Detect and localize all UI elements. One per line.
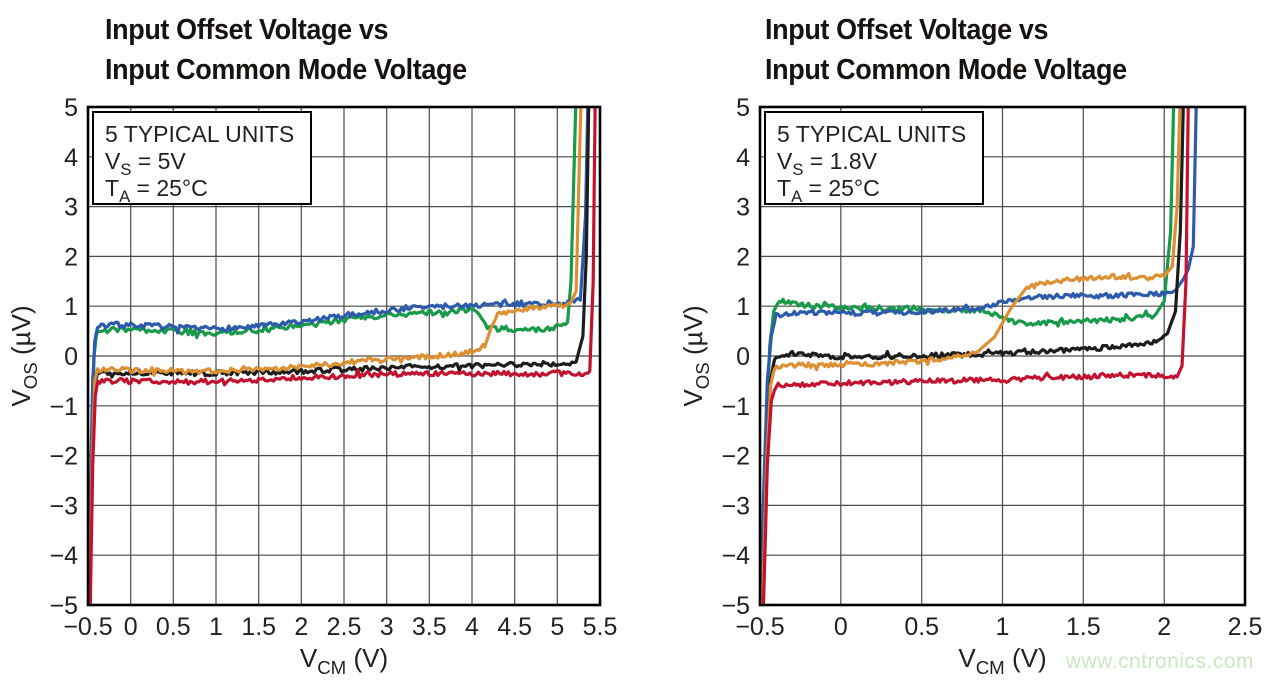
y-tick-label: −5 — [721, 592, 750, 620]
annotation-line: TA = 25°C — [777, 175, 880, 206]
x-tick-label: 5.5 — [583, 613, 618, 641]
x-tick-label: 0.5 — [904, 613, 939, 641]
x-tick-label: 0 — [124, 613, 138, 641]
x-tick-label: 4.5 — [497, 613, 532, 641]
series-green-line — [88, 107, 578, 605]
x-tick-label: 2.5 — [327, 613, 362, 641]
annotation-line: VS = 5V — [105, 148, 186, 179]
x-tick-label: 3.5 — [412, 613, 447, 641]
y-tick-label: 2 — [736, 243, 750, 271]
y-tick-label: −4 — [721, 542, 750, 570]
grid-lines — [88, 107, 600, 605]
annotation-line: TA = 25°C — [105, 175, 208, 206]
title-line-1: Input Offset Voltage vs — [765, 14, 1049, 46]
x-tick-label: 2 — [294, 613, 308, 641]
annotation-line: 5 TYPICAL UNITS — [105, 121, 294, 147]
annotation-line: 5 TYPICAL UNITS — [777, 121, 966, 147]
x-tick-label: 1.5 — [241, 613, 276, 641]
plot-frame — [758, 105, 1247, 607]
y-tick-label: 0 — [64, 343, 78, 371]
plot-frame — [86, 105, 602, 607]
series-black-line — [761, 107, 1185, 605]
x-tick-label: 1 — [996, 613, 1010, 641]
y-tick-label: −2 — [721, 443, 750, 471]
x-tick-label: 5 — [550, 613, 564, 641]
annotation-line: VS = 1.8V — [777, 148, 878, 179]
y-tick-label: 4 — [736, 144, 750, 172]
title-line-1: Input Offset Voltage vs — [105, 14, 389, 46]
x-tick-label: 0.5 — [156, 613, 191, 641]
x-tick-label: 1 — [209, 613, 223, 641]
x-tick-label: 3 — [380, 613, 394, 641]
y-tick-label: 3 — [64, 194, 78, 222]
y-tick-label: −1 — [721, 393, 750, 421]
y-tick-label: −3 — [49, 492, 78, 520]
x-tick-label: 1.5 — [1066, 613, 1101, 641]
series-red-line — [88, 107, 597, 605]
y-tick-label: −4 — [49, 542, 78, 570]
y-tick-label: 1 — [64, 293, 78, 321]
x-tick-label: −0.5 — [63, 613, 112, 641]
annotation-box — [764, 111, 984, 205]
series-blue-line — [88, 107, 590, 605]
y-tick-label: 5 — [64, 94, 78, 122]
series-blue-line — [760, 107, 1198, 605]
y-tick-label: 4 — [64, 144, 78, 172]
x-tick-label: 2.5 — [1228, 613, 1263, 641]
annotation-box — [92, 111, 312, 205]
x-tick-label: 0 — [834, 613, 848, 641]
y-tick-label: 0 — [736, 343, 750, 371]
series-red-line — [761, 107, 1190, 605]
x-tick-label: 4 — [465, 613, 479, 641]
title-line-2: Input Common Mode Voltage — [105, 54, 467, 86]
x-tick-label: −0.5 — [735, 613, 784, 641]
title-line-2: Input Common Mode Voltage — [765, 54, 1127, 86]
series-black-line — [88, 107, 591, 605]
y-tick-label: −1 — [49, 393, 78, 421]
watermark: www.cntronics.com — [1065, 650, 1254, 673]
y-tick-label: 5 — [736, 94, 750, 122]
chart-title-left: Input Offset Voltage vs Input Common Mod… — [105, 10, 467, 90]
x-tick-label: 2 — [1157, 613, 1171, 641]
series-orange-line — [88, 107, 583, 605]
x-axis-label: VCM (V) — [958, 643, 1046, 678]
x-axis-label: VCM (V) — [300, 643, 388, 678]
series-group — [760, 107, 1198, 605]
series-group — [88, 107, 597, 605]
y-axis-label: VOS (µV) — [6, 305, 41, 406]
y-tick-label: −5 — [49, 592, 78, 620]
y-tick-label: 3 — [736, 194, 750, 222]
y-tick-label: 2 — [64, 243, 78, 271]
y-tick-label: −3 — [721, 492, 750, 520]
chart-title-right: Input Offset Voltage vs Input Common Mod… — [765, 10, 1127, 90]
y-axis-label: VOS (µV) — [678, 305, 713, 406]
series-orange-line — [761, 107, 1182, 605]
y-tick-label: −2 — [49, 443, 78, 471]
y-tick-label: 1 — [736, 293, 750, 321]
